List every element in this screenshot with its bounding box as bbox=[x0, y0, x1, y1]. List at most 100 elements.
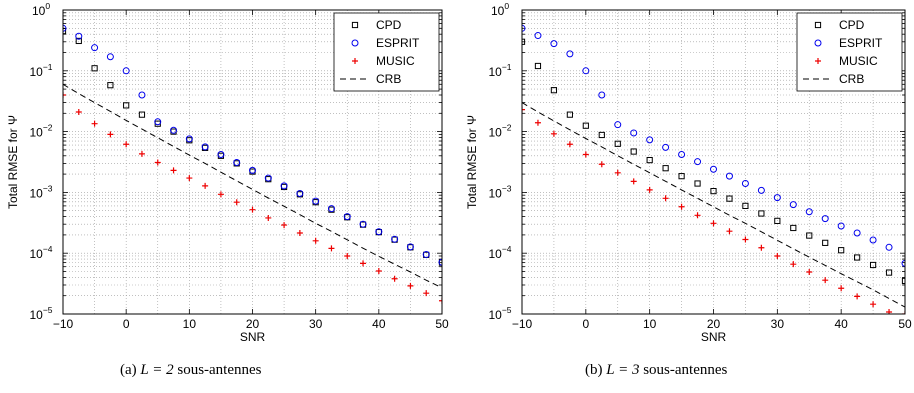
point-cpd bbox=[566, 111, 573, 118]
legend-label-esprit: ESPRIT bbox=[839, 36, 883, 50]
point-music bbox=[694, 212, 701, 219]
caption-b: (b) L = 3 sous-antennes bbox=[585, 362, 727, 379]
legend-swatch-cpd bbox=[351, 21, 359, 29]
point-cpd bbox=[885, 269, 893, 276]
point-esprit bbox=[217, 151, 225, 159]
point-esprit bbox=[885, 243, 893, 251]
point-music bbox=[534, 119, 541, 126]
x-tick-label: 40 bbox=[834, 317, 848, 331]
legend: CPD ESPRIT MUSIC CRB bbox=[796, 12, 903, 92]
point-cpd bbox=[694, 180, 701, 187]
caption-a: (a) L = 2 sous-antennes bbox=[120, 362, 262, 379]
point-cpd bbox=[742, 202, 749, 209]
x-tick-label: 20 bbox=[707, 317, 721, 331]
point-esprit bbox=[773, 194, 781, 202]
legend-label-crb: CRB bbox=[839, 72, 864, 86]
point-music bbox=[91, 120, 98, 127]
legend-label-esprit: ESPRIT bbox=[376, 36, 420, 50]
point-music bbox=[598, 161, 605, 168]
point-music bbox=[312, 237, 319, 244]
point-music bbox=[710, 220, 717, 227]
point-esprit bbox=[566, 50, 574, 58]
point-music bbox=[806, 269, 813, 276]
point-cpd bbox=[107, 82, 114, 89]
caption-b-math: L = 3 bbox=[606, 362, 640, 378]
point-cpd bbox=[822, 239, 829, 246]
point-esprit bbox=[233, 159, 241, 167]
point-esprit bbox=[710, 165, 717, 173]
y-tick-label: 10−4 bbox=[488, 244, 511, 261]
point-esprit bbox=[550, 40, 558, 48]
point-esprit bbox=[646, 136, 654, 144]
point-esprit bbox=[438, 258, 442, 266]
caption-b-text: sous-antennes bbox=[643, 362, 728, 378]
point-esprit bbox=[122, 67, 130, 75]
x-tick-label: 30 bbox=[309, 317, 323, 331]
plot-frame bbox=[62, 9, 443, 315]
point-esprit bbox=[91, 44, 99, 52]
x-tick-label: 30 bbox=[771, 317, 785, 331]
legend-label-music: MUSIC bbox=[839, 54, 878, 68]
point-cpd bbox=[138, 111, 146, 118]
x-tick-label: 0 bbox=[582, 317, 589, 331]
point-music bbox=[582, 151, 589, 158]
point-esprit bbox=[312, 197, 320, 205]
y-tick-label: 10−2 bbox=[488, 123, 511, 140]
point-cpd bbox=[869, 261, 877, 269]
point-esprit bbox=[837, 222, 845, 230]
series-esprit bbox=[63, 24, 442, 266]
point-esprit bbox=[725, 172, 733, 180]
point-cpd bbox=[630, 148, 637, 155]
point-esprit bbox=[201, 143, 209, 151]
point-cpd bbox=[806, 232, 813, 239]
chart-panel-b: −10 0 10 20 30 40 50 10−5 10−4 10−3 10−2 10−1 100 SNR… bbox=[465, 1, 912, 344]
point-esprit bbox=[170, 126, 178, 134]
data-layer bbox=[522, 24, 905, 314]
point-music bbox=[838, 285, 845, 292]
point-music bbox=[296, 229, 303, 236]
point-esprit bbox=[694, 158, 702, 166]
point-music bbox=[202, 182, 209, 189]
point-esprit bbox=[582, 67, 590, 75]
point-cpd bbox=[678, 173, 685, 180]
point-music bbox=[630, 178, 637, 185]
point-esprit bbox=[598, 91, 606, 99]
y-tick-label: 10−1 bbox=[29, 62, 52, 79]
point-cpd bbox=[91, 65, 98, 72]
point-cpd bbox=[726, 195, 733, 202]
point-esprit bbox=[249, 166, 256, 174]
y-tick-label: 10−4 bbox=[29, 244, 52, 261]
point-esprit bbox=[63, 24, 67, 32]
data-layer bbox=[63, 24, 442, 304]
point-esprit bbox=[901, 259, 905, 267]
x-axis-label: SNR bbox=[240, 330, 266, 344]
point-music bbox=[217, 191, 224, 198]
y-tick-label: 10−3 bbox=[29, 183, 52, 200]
point-music bbox=[170, 167, 177, 174]
point-cpd bbox=[710, 188, 717, 195]
y-tick-label: 10−5 bbox=[29, 305, 52, 322]
caption-a-text: sous-antennes bbox=[177, 362, 262, 378]
x-tick-label: −10 bbox=[512, 317, 533, 331]
point-music bbox=[138, 150, 145, 157]
point-music bbox=[123, 141, 130, 148]
x-tick-label: 20 bbox=[246, 317, 260, 331]
point-esprit bbox=[741, 180, 749, 188]
legend-label-music: MUSIC bbox=[376, 54, 415, 68]
point-esprit bbox=[614, 121, 622, 129]
point-music bbox=[375, 267, 382, 274]
x-tick-label: 10 bbox=[643, 317, 657, 331]
series-music bbox=[522, 106, 905, 314]
series-line-crb bbox=[522, 102, 905, 308]
x-tick-label: 0 bbox=[123, 317, 130, 331]
point-esprit bbox=[375, 228, 383, 236]
x-axis-label: SNR bbox=[701, 330, 727, 344]
point-esprit bbox=[678, 151, 686, 159]
point-music bbox=[328, 245, 335, 252]
point-music bbox=[854, 293, 861, 300]
y-tick-label: 10−5 bbox=[488, 305, 511, 322]
point-music bbox=[75, 109, 82, 116]
point-cpd bbox=[838, 247, 845, 254]
point-esprit bbox=[662, 143, 670, 151]
